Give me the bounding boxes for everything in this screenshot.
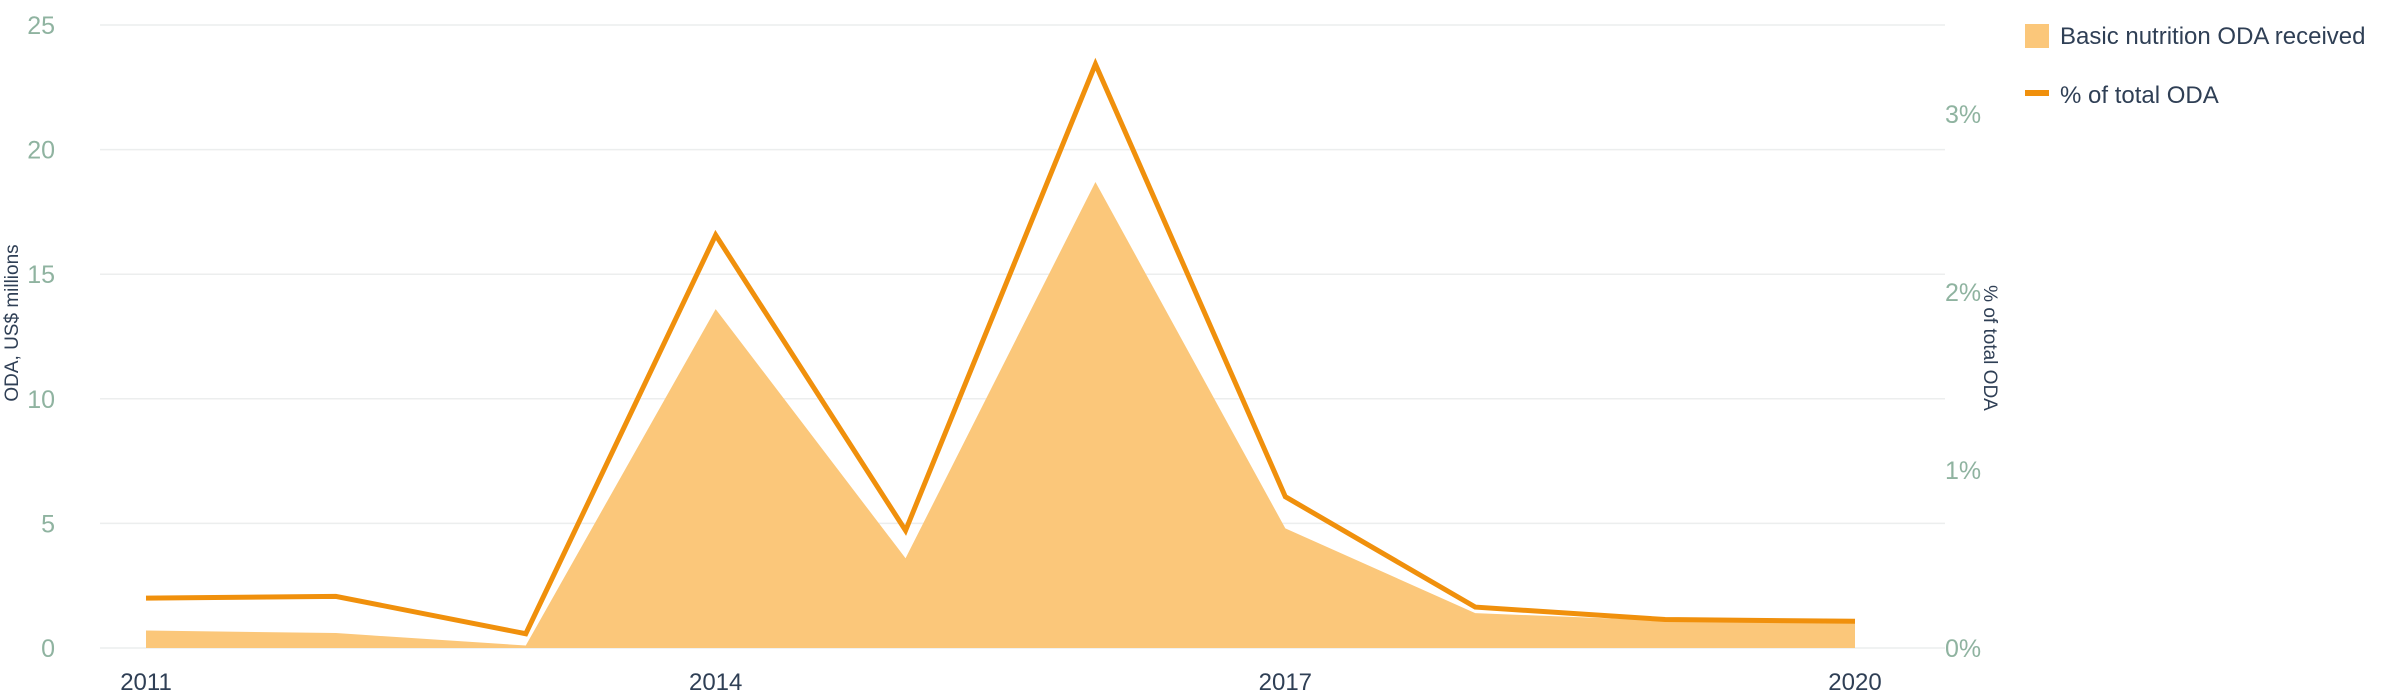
x-axis: 2011 2014 2017 2020 bbox=[120, 669, 1882, 696]
legend-item-line[interactable]: % of total ODA bbox=[2025, 82, 2219, 109]
legend-label-line: % of total ODA bbox=[2060, 82, 2219, 109]
x-tick-label: 2020 bbox=[1828, 669, 1881, 696]
area-series-layer bbox=[146, 181, 1855, 648]
left-tick-label: 15 bbox=[27, 261, 55, 289]
right-y-axis: 0% 1% 2% 3% bbox=[1945, 101, 1981, 663]
legend-swatch-area bbox=[2025, 24, 2049, 48]
legend: Basic nutrition ODA received % of total … bbox=[2025, 23, 2365, 109]
legend-item-area[interactable]: Basic nutrition ODA received bbox=[2025, 23, 2365, 50]
left-tick-label: 25 bbox=[27, 12, 55, 40]
right-tick-label: 1% bbox=[1945, 457, 1981, 485]
x-tick-label: 2011 bbox=[120, 669, 172, 696]
left-tick-label: 10 bbox=[27, 386, 55, 414]
right-y-axis-title: % of total ODA bbox=[1979, 285, 2000, 411]
right-tick-label: 3% bbox=[1945, 101, 1981, 129]
line-series-percent-total-oda bbox=[145, 57, 1856, 637]
legend-swatch-line bbox=[2025, 90, 2049, 96]
line-series-layer bbox=[145, 57, 1856, 637]
left-y-axis-title: ODA, US$ millions bbox=[2, 244, 23, 401]
left-tick-label: 20 bbox=[27, 137, 55, 165]
x-tick-label: 2017 bbox=[1259, 669, 1312, 696]
right-tick-label: 0% bbox=[1945, 635, 1981, 663]
legend-label-area: Basic nutrition ODA received bbox=[2060, 23, 2365, 50]
left-tick-label: 5 bbox=[41, 510, 55, 538]
left-tick-label: 0 bbox=[41, 635, 55, 663]
x-tick-label: 2014 bbox=[689, 669, 742, 696]
area-series-basic-nutrition-oda bbox=[146, 181, 1855, 648]
left-y-axis: 0 5 10 15 20 25 bbox=[27, 12, 55, 663]
right-tick-label: 2% bbox=[1945, 279, 1981, 307]
